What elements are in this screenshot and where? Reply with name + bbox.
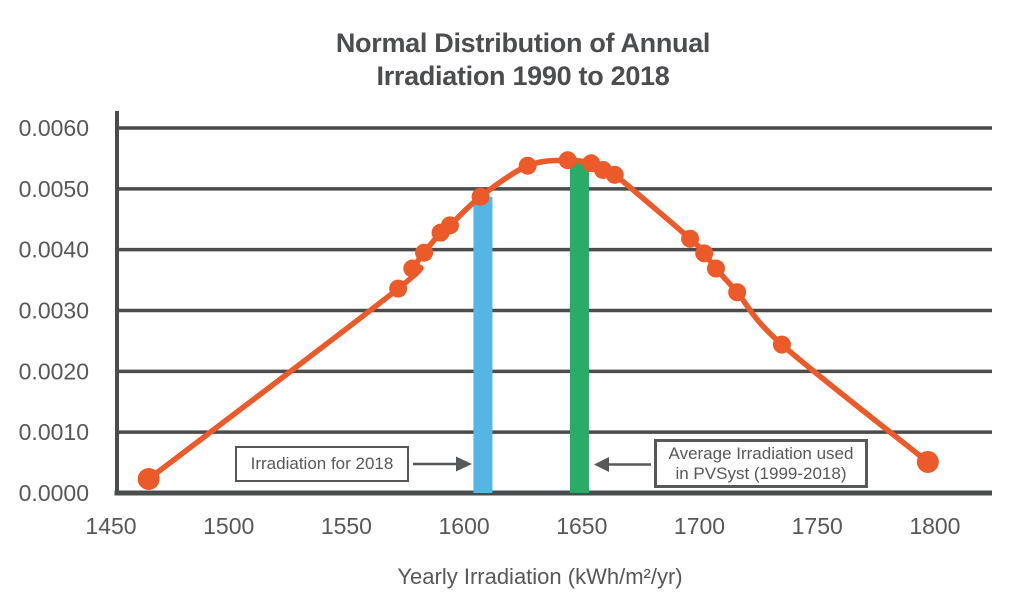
data-point xyxy=(772,335,791,354)
x-tick-label: 1500 xyxy=(203,513,254,539)
chart-title: Normal Distribution of Annual Irradiatio… xyxy=(335,27,711,93)
data-point xyxy=(389,279,408,298)
y-tick-label: 0.0000 xyxy=(19,480,89,506)
callout-average-irradiation-line1: Average Irradiation used xyxy=(668,443,854,463)
arrow-right-head xyxy=(456,456,472,472)
x-tick-label: 1650 xyxy=(556,513,607,539)
x-tick-label: 1800 xyxy=(909,513,960,539)
data-point xyxy=(558,151,577,170)
y-tick-label: 0.0020 xyxy=(19,358,89,384)
data-point xyxy=(403,259,422,278)
y-tick-label: 0.0060 xyxy=(19,115,89,141)
data-point xyxy=(471,187,490,206)
data-point xyxy=(695,244,714,263)
x-axis-title: Yearly Irradiation (kWh/m²/yr) xyxy=(397,564,683,589)
x-tick-label: 1750 xyxy=(792,513,843,539)
data-point xyxy=(706,259,725,278)
callout-average-irradiation-line2: in PVSyst (1999-2018) xyxy=(675,463,847,483)
data-point xyxy=(681,229,700,248)
x-tick-label: 1700 xyxy=(674,513,725,539)
data-point xyxy=(916,450,939,473)
callout-irradiation-2018: Irradiation for 2018 xyxy=(235,446,409,482)
y-tick-label: 0.0050 xyxy=(19,176,89,202)
data-point xyxy=(440,216,459,235)
arrow-left-head xyxy=(594,457,609,472)
callout-irradiation-2018-label: Irradiation for 2018 xyxy=(250,454,394,473)
x-tick-label: 1550 xyxy=(321,513,372,539)
irradiation-2018-bar xyxy=(473,196,493,493)
y-tick-label: 0.0030 xyxy=(19,298,89,324)
x-tick-label: 1450 xyxy=(85,513,136,539)
data-point xyxy=(518,156,537,175)
y-tick-label: 0.0010 xyxy=(19,419,89,445)
data-point xyxy=(137,468,160,491)
data-point xyxy=(605,165,624,184)
data-point xyxy=(728,283,747,302)
chart-title-line2: Irradiation 1990 to 2018 xyxy=(376,61,670,91)
callout-average-irradiation: Average Irradiation used in PVSyst (1999… xyxy=(654,439,868,488)
data-point xyxy=(415,243,434,262)
y-tick-label: 0.0040 xyxy=(19,237,89,263)
average-pvsyst-bar xyxy=(569,162,589,494)
x-tick-label: 1600 xyxy=(439,513,490,539)
chart-title-line1: Normal Distribution of Annual xyxy=(335,28,711,58)
